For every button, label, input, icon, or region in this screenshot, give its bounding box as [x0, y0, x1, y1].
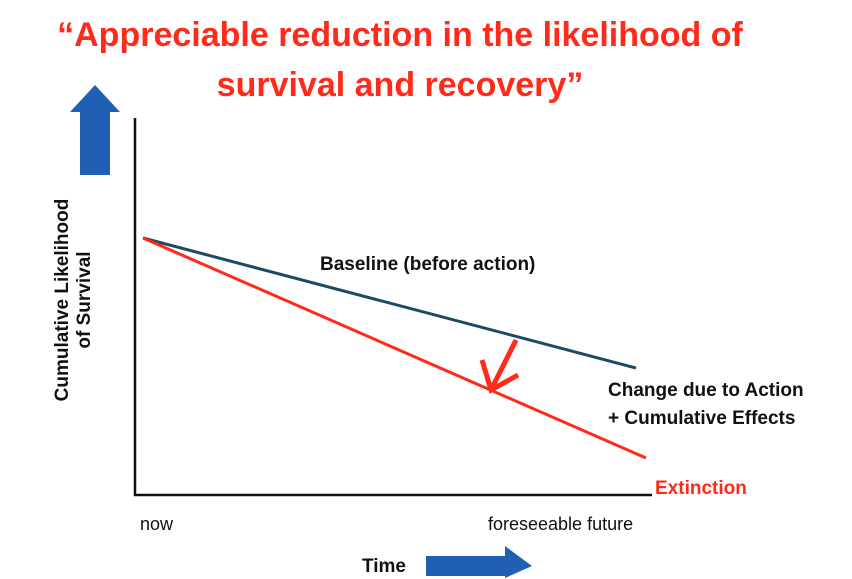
y-axis-label: of Survival [74, 251, 95, 348]
change-label: + Cumulative Effects [608, 408, 795, 429]
baseline-line [142, 236, 637, 370]
x-axis-label: Time [362, 556, 406, 577]
x-start-label: now [140, 514, 174, 534]
up-arrow [70, 85, 120, 175]
extinction-line [142, 236, 647, 460]
change-arrow [490, 338, 519, 388]
right-arrow [426, 546, 532, 578]
title-line: survival and recovery” [217, 66, 584, 104]
x-end-label: foreseeable future [488, 514, 633, 534]
title-line: “Appreciable reduction in the likelihood… [57, 16, 743, 54]
change-label: Change due to Action [608, 380, 804, 401]
change-arrow-head [479, 359, 520, 394]
extinction-label: Extinction [655, 478, 747, 499]
baseline-label: Baseline (before action) [320, 254, 535, 275]
y-axis-label: Cumulative Likelihood [52, 199, 73, 402]
